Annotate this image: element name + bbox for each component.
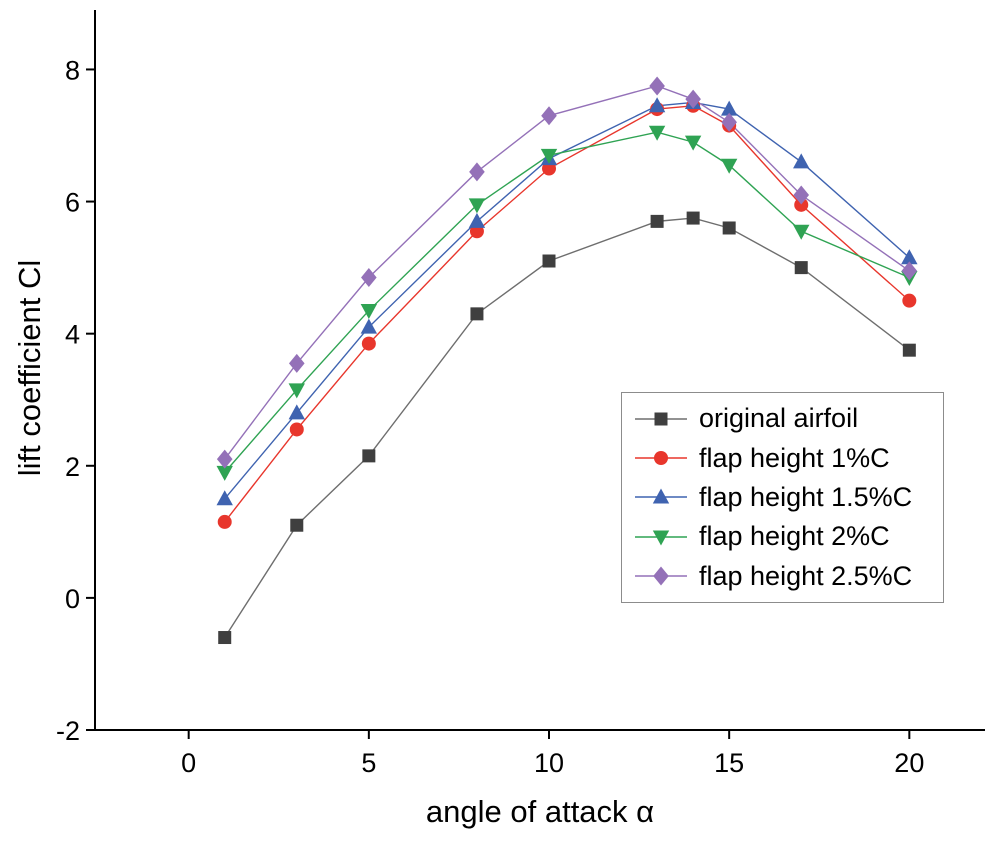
legend-marker-sample xyxy=(635,488,687,504)
diamond-marker-icon xyxy=(541,106,557,126)
series-flap-height-1-c xyxy=(224,105,910,523)
series-original-airfoil xyxy=(224,217,910,638)
legend-item: flap height 1%C xyxy=(632,443,933,474)
series-markers-flap-height-2.5-c xyxy=(216,76,918,469)
series-line xyxy=(224,85,910,460)
triangle-up-marker-icon xyxy=(652,488,670,504)
triangle-down-marker-icon xyxy=(468,198,486,214)
square-marker-icon xyxy=(654,412,668,426)
x-axis-title: angle of attack α xyxy=(425,794,655,829)
circle-marker-icon xyxy=(289,422,304,437)
y-tick-label: 4 xyxy=(65,320,80,350)
diamond-marker-icon xyxy=(653,566,669,586)
series-line xyxy=(224,105,910,523)
diamond-marker-icon xyxy=(721,112,737,132)
legend-label: flap height 1.5%C xyxy=(699,481,913,512)
triangle-up-marker-icon xyxy=(720,100,738,116)
legend-label: flap height 2%C xyxy=(699,521,890,552)
legend-marker-sample xyxy=(635,451,687,466)
diamond-marker-icon xyxy=(216,449,233,469)
series-line xyxy=(224,131,910,473)
circle-marker-icon xyxy=(217,514,232,529)
square-marker-icon xyxy=(542,254,556,268)
diamond-marker-icon xyxy=(793,185,810,205)
series-flap-height-1.5-c xyxy=(224,101,910,500)
diamond-marker-icon xyxy=(901,261,918,281)
series-flap-height-2.5-c xyxy=(224,85,910,460)
square-marker-icon xyxy=(470,307,484,321)
diamond-marker-icon xyxy=(288,353,305,373)
triangle-down-marker-icon xyxy=(720,158,738,174)
triangle-down-marker-icon xyxy=(540,148,558,164)
diamond-marker-icon xyxy=(685,89,701,109)
legend-label: original airfoil xyxy=(699,403,859,434)
circle-marker-icon xyxy=(902,293,917,308)
square-marker-icon xyxy=(794,261,808,275)
legend-label: flap height 2.5%C xyxy=(699,560,913,591)
legend-item: flap height 2.5%C xyxy=(632,561,933,592)
y-tick-label: 2 xyxy=(65,452,80,482)
triangle-down-marker-icon xyxy=(793,224,810,240)
x-tick-label: 20 xyxy=(894,748,924,778)
triangle-down-marker-icon xyxy=(648,125,666,141)
legend-marker-sample xyxy=(635,530,687,546)
x-tick-label: 10 xyxy=(534,748,564,778)
square-marker-icon xyxy=(722,221,736,235)
series-flap-height-2-c xyxy=(224,131,910,473)
triangle-down-marker-icon xyxy=(288,383,305,399)
triangle-up-marker-icon xyxy=(901,249,918,265)
circle-marker-icon xyxy=(654,451,668,466)
circle-marker-icon xyxy=(794,197,809,212)
triangle-up-marker-icon xyxy=(648,97,666,113)
y-tick-label: 6 xyxy=(65,188,80,218)
legend-marker-sample xyxy=(635,412,687,426)
square-marker-icon xyxy=(902,343,916,357)
diamond-marker-icon xyxy=(361,268,377,288)
triangle-up-marker-icon xyxy=(216,490,233,506)
triangle-down-marker-icon xyxy=(360,304,378,320)
x-tick-label: 5 xyxy=(361,748,376,778)
x-tick-label: 0 xyxy=(181,748,196,778)
y-tick-label: -2 xyxy=(56,716,80,746)
series-line xyxy=(224,101,910,500)
square-marker-icon xyxy=(218,631,232,645)
triangle-down-marker-icon xyxy=(684,135,702,151)
circle-marker-icon xyxy=(361,336,376,351)
series-line xyxy=(224,217,910,638)
diamond-marker-icon xyxy=(469,162,485,182)
square-marker-icon xyxy=(290,518,304,532)
triangle-up-marker-icon xyxy=(468,212,486,228)
legend-item: flap height 2%C xyxy=(632,521,933,552)
triangle-up-marker-icon xyxy=(288,404,305,420)
triangle-up-marker-icon xyxy=(360,318,378,334)
legend-label: flap height 1%C xyxy=(699,442,890,473)
x-tick-label: 15 xyxy=(714,748,744,778)
legend-item: original airfoil xyxy=(632,403,933,434)
triangle-up-marker-icon xyxy=(793,153,810,169)
diamond-marker-icon xyxy=(649,76,665,96)
triangle-down-marker-icon xyxy=(652,530,670,546)
legend-item: flap height 1.5%C xyxy=(632,482,933,513)
square-marker-icon xyxy=(650,214,664,228)
y-tick-label: 0 xyxy=(65,584,80,614)
triangle-down-marker-icon xyxy=(216,465,233,481)
legend-marker-sample xyxy=(635,566,687,586)
y-axis-title: lift coefficient Cl xyxy=(12,259,47,477)
square-marker-icon xyxy=(362,449,376,463)
series-markers-original-airfoil xyxy=(218,211,916,645)
y-tick-label: 8 xyxy=(65,55,80,85)
square-marker-icon xyxy=(686,211,700,225)
legend: original airfoil flap height 1%C flap heig… xyxy=(621,392,944,603)
